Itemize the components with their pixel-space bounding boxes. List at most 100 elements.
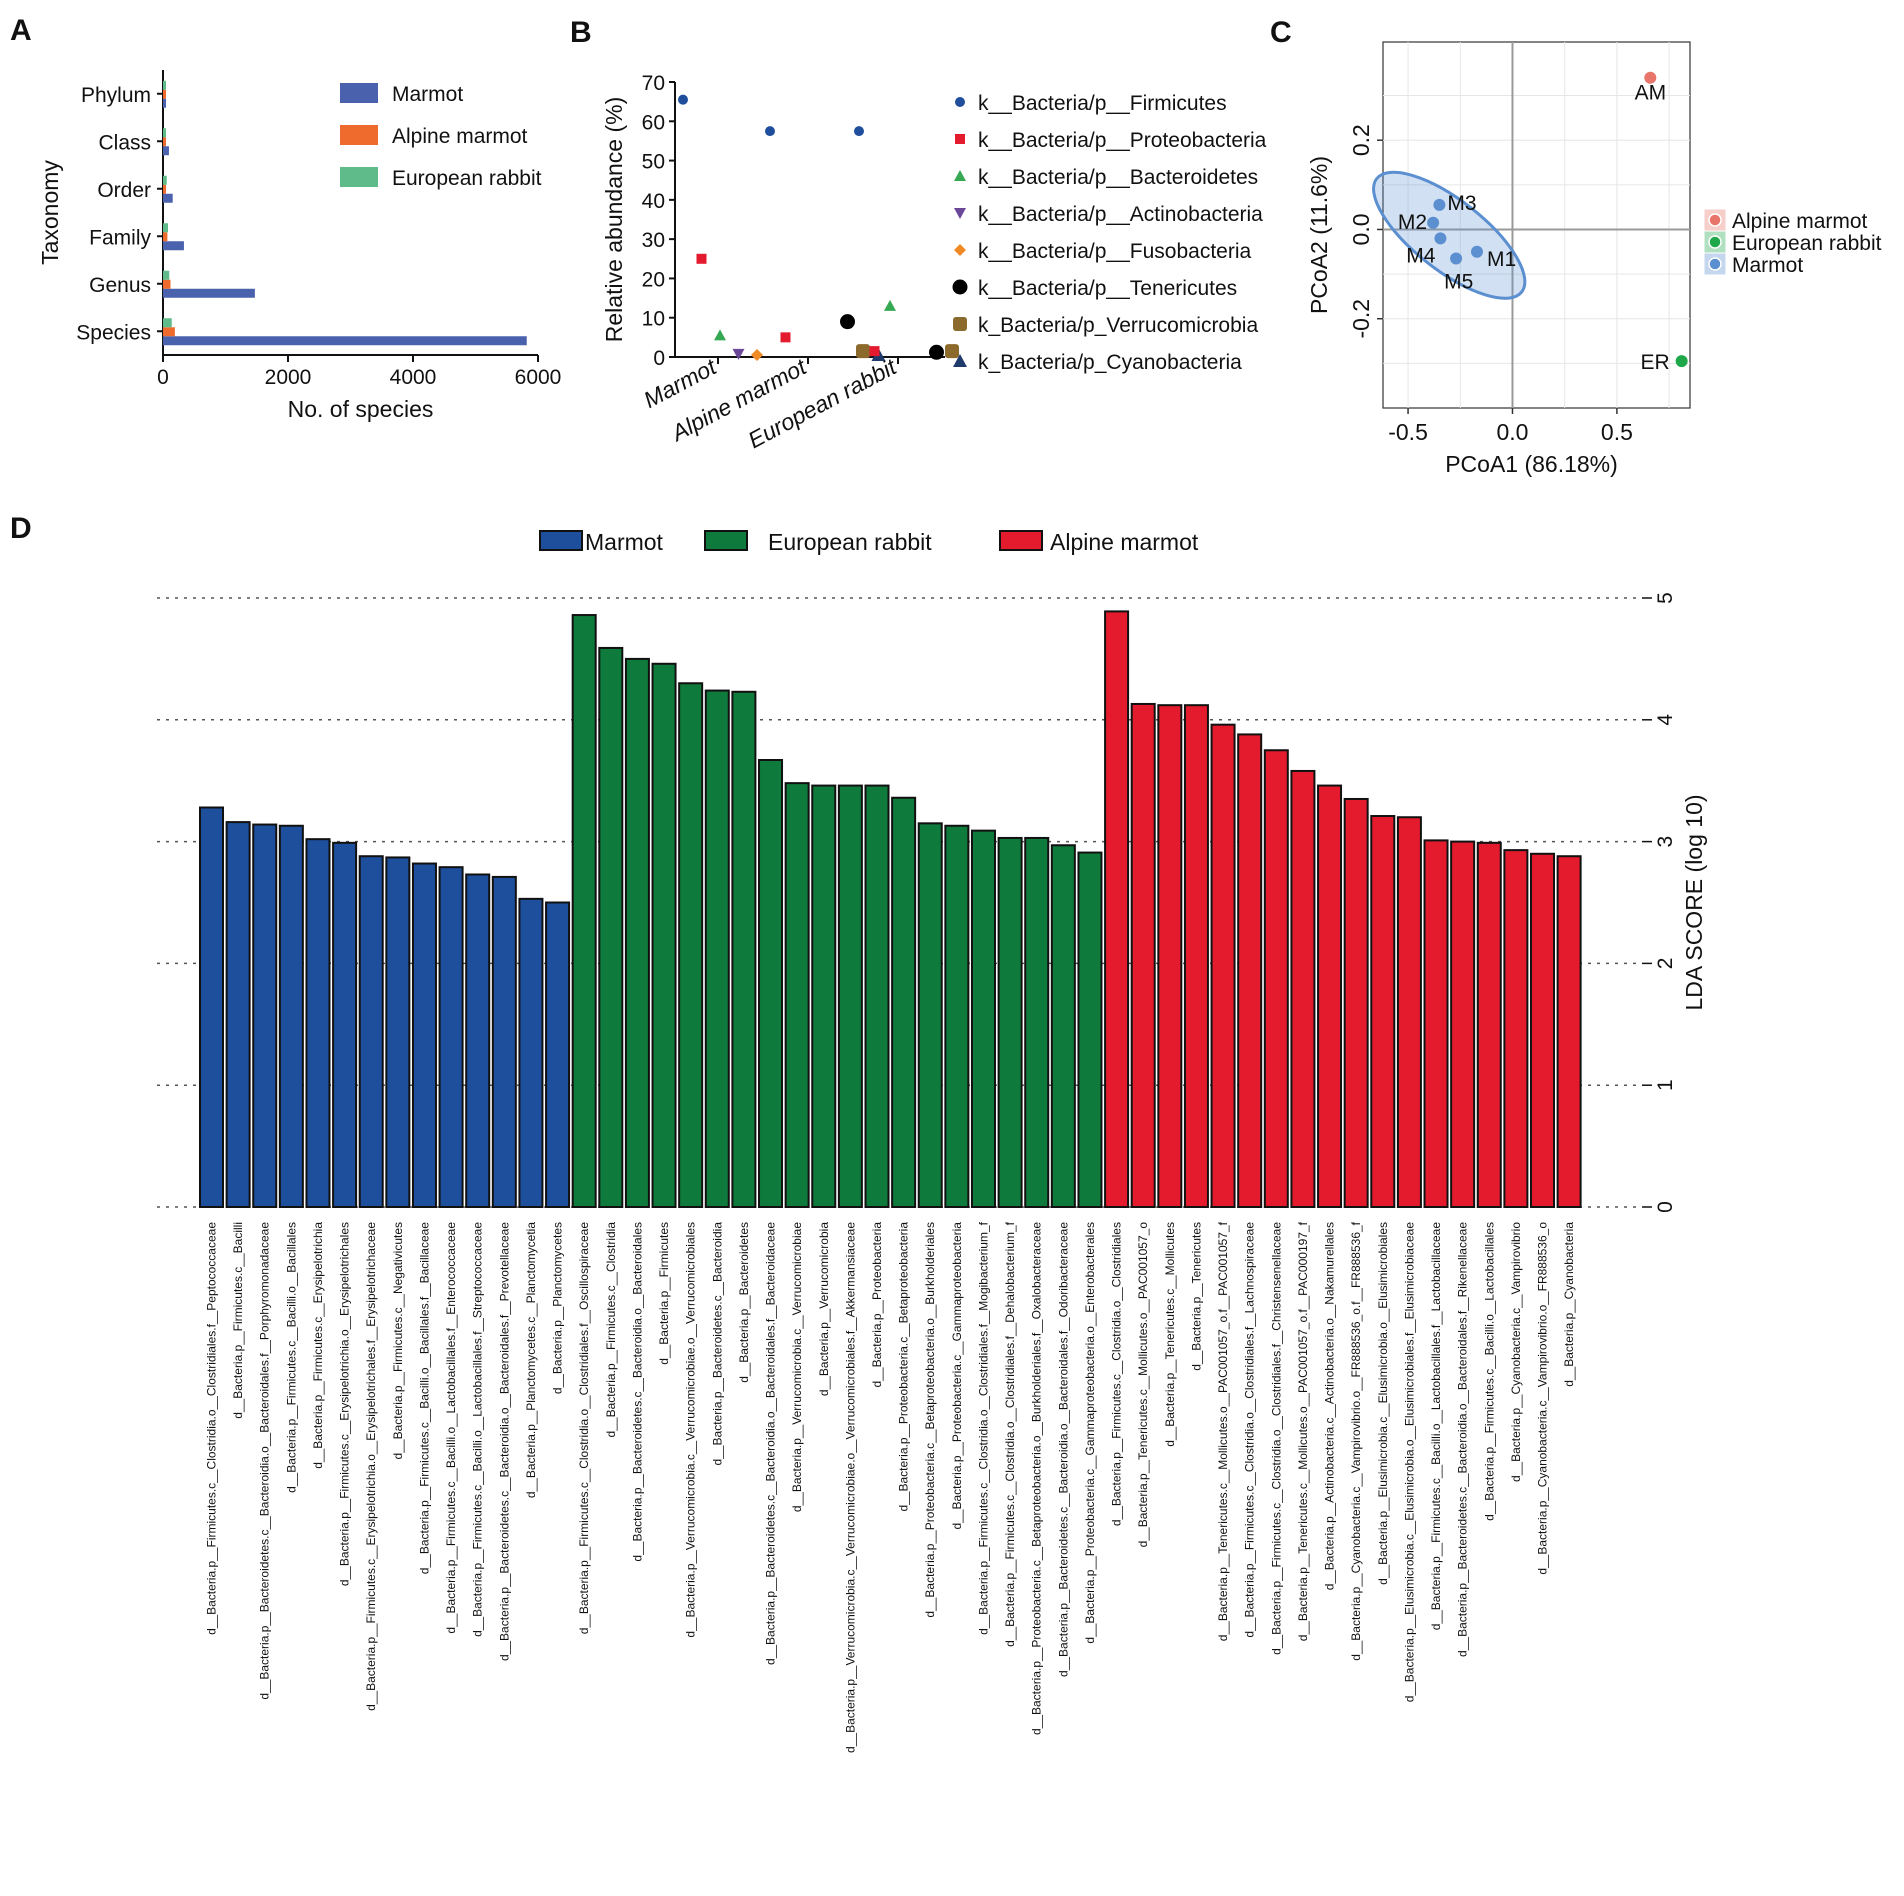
panel-c-x-axis-title: PCoA1 (86.18%) bbox=[1445, 451, 1618, 477]
panel-d-bar-label-20: d__Bacteria.p__Bacteroidetes.c__Bacteroi… bbox=[710, 1222, 724, 1466]
panel-d-bar-label-7: d__Bacteria.p__Firmicutes.c__Erysipelotr… bbox=[364, 1222, 378, 1711]
panel-d-bar-42 bbox=[1290, 769, 1316, 1208]
panel-label-a: A bbox=[10, 14, 32, 47]
panel-c-legend-label-marmot: Marmot bbox=[1732, 254, 1803, 277]
panel-d-bar-label-23: d__Bacteria.p__Verrucomicrobia.c__Verruc… bbox=[790, 1222, 804, 1512]
panel-c-point-label-m3: M3 bbox=[1447, 192, 1476, 215]
panel-d-bar-20 bbox=[704, 689, 730, 1208]
panel-b-legend-label-k-bacteria-p-verrucomicrobia: k_Bacteria/p_Verrucomicrobia bbox=[978, 314, 1258, 337]
panel-d-bar-28 bbox=[917, 822, 943, 1209]
panel-c-x-tick-label: -0.5 bbox=[1388, 419, 1428, 445]
panel-c-point-er bbox=[1675, 355, 1688, 368]
panel-d-bar-22 bbox=[758, 758, 784, 1209]
panel-d-bar-51 bbox=[1530, 852, 1555, 1209]
panel-a-bar-alpine-marmot-family bbox=[163, 232, 168, 242]
panel-d-bar-label-41: d__Bacteria.p__Firmicutes.c__Clostridia.… bbox=[1269, 1222, 1283, 1655]
panel-d-bar-label-48: d__Bacteria.p__Bacteroidetes.c__Bacteroi… bbox=[1456, 1222, 1470, 1657]
panel-a-bar-alpine-marmot-phylum bbox=[163, 89, 166, 99]
panel-d-bar-label-2: d__Bacteria.p__Firmicutes.c__Bacilli bbox=[231, 1222, 245, 1419]
panel-b-legend-marker-k-bacteria-p-actinobacteria bbox=[954, 208, 966, 219]
panel-c-legend-label-european-rabbit: European rabbit bbox=[1732, 232, 1882, 255]
panel-d-bar-label-39: d__Bacteria.p__Tenericutes.c__Mollicutes… bbox=[1216, 1221, 1230, 1641]
panel-d-bar-label-1: d__Bacteria.p__Firmicutes.c__Clostridia.… bbox=[205, 1222, 219, 1635]
panel-a-legend-label-marmot: Marmot bbox=[392, 83, 463, 106]
panel-d-bar-label-47: d__Bacteria.p__Firmicutes.c__Bacilli.o__… bbox=[1429, 1222, 1443, 1631]
panel-d-bar-label-50: d__Bacteria.p__Cyanobacteria.c__Vampirov… bbox=[1509, 1222, 1523, 1482]
panel-d-bar-label-43: d__Bacteria.p__Actinobacteria.c__Actinob… bbox=[1323, 1222, 1337, 1590]
panel-a-legend-label-alpine-marmot: Alpine marmot bbox=[392, 125, 528, 148]
panel-d-bar-label-25: d__Bacteria.p__Verrucomicrobia.c__Verruc… bbox=[843, 1222, 857, 1753]
panel-c-legend-dot-alpine-marmot bbox=[1708, 213, 1722, 227]
panel-a-legend-label-european-rabbit: European rabbit bbox=[392, 167, 542, 190]
panel-d-bar-41 bbox=[1263, 749, 1289, 1208]
panel-d-legend-swatch-alpine-marmot bbox=[999, 530, 1043, 551]
panel-a-bar-alpine-marmot-order bbox=[163, 184, 166, 194]
panel-d-bar-24 bbox=[811, 784, 837, 1209]
panel-d-bar-label-22: d__Bacteria.p__Bacteroidetes.c__Bacteroi… bbox=[764, 1222, 778, 1665]
panel-b-point-k-bacteria-p-bacteroidetes-european-rabbit bbox=[884, 299, 896, 311]
panel-d-bar-48 bbox=[1450, 840, 1476, 1208]
panel-d-bar-10 bbox=[438, 866, 464, 1208]
panel-d-bar-label-35: d__Bacteria.p__Firmicutes.c__Clostridia.… bbox=[1110, 1222, 1124, 1526]
panel-d-bar-26 bbox=[864, 784, 890, 1209]
panel-d-bar-44 bbox=[1343, 797, 1369, 1208]
panel-d-bar-label-36: d__Bacteria.p__Tenericutes.c__Mollicutes… bbox=[1136, 1222, 1150, 1548]
panel-b-legend-label-k-bacteria-p-actinobacteria: k__Bacteria/p__Actinobacteria bbox=[978, 203, 1263, 226]
panel-a-category-label-order: Order bbox=[97, 179, 151, 202]
panel-label-d: D bbox=[10, 512, 32, 545]
panel-d-bar-17 bbox=[624, 657, 650, 1208]
panel-d-bar-29 bbox=[944, 824, 970, 1208]
panel-c-x-tick-label: 0.0 bbox=[1496, 419, 1528, 445]
panel-d-bar-5 bbox=[305, 838, 331, 1208]
panel-d-bar-14 bbox=[545, 901, 571, 1208]
panel-a-bar-european-rabbit-family bbox=[163, 223, 168, 233]
panel-b-point-k-bacteria-p-proteobacteria-european-rabbit bbox=[869, 346, 880, 357]
panel-b-y-tick-label: 60 bbox=[642, 111, 665, 134]
panel-d-bar-label-26: d__Bacteria.p__Proteobacteria bbox=[870, 1222, 884, 1388]
panel-b-legend-marker-k-bacteria-p-tenericutes bbox=[952, 279, 968, 295]
panel-a-taxonomy-bar-chart: Phylum Class Order Family Genus Species 0 2000 4… bbox=[37, 70, 561, 422]
panel-a-category-label-family: Family bbox=[89, 226, 151, 249]
panel-b-group-label-european-rabbit: European rabbit bbox=[744, 353, 902, 454]
panel-c-point-m5 bbox=[1450, 252, 1463, 265]
panel-b-point-k-bacteria-p-firmicutes-marmot bbox=[678, 94, 688, 105]
panel-d-bar-1 bbox=[199, 806, 224, 1208]
panel-b-legend-label-k-bacteria-p-tenericutes: k__Bacteria/p__Tenericutes bbox=[978, 277, 1237, 300]
panel-d-bar-34 bbox=[1077, 851, 1103, 1208]
panel-c-legend-dot-marmot bbox=[1708, 257, 1722, 271]
panel-b-legend-label-k-bacteria-p-bacteroidetes: k__Bacteria/p__Bacteroidetes bbox=[978, 166, 1258, 189]
panel-d-bar-label-19: d__Bacteria.p__Verrucomicrobia.c__Verruc… bbox=[684, 1222, 698, 1638]
panel-d-bar-45 bbox=[1370, 815, 1396, 1208]
panel-a-bar-european-rabbit-class bbox=[163, 128, 166, 138]
panel-b-point-k-bacteria-p-proteobacteria-alpine-marmot bbox=[780, 332, 791, 343]
panel-d-bar-label-6: d__Bacteria.p__Firmicutes.c__Erysipelotr… bbox=[338, 1222, 352, 1586]
panel-d-y-tick-label: 5 bbox=[1654, 592, 1677, 604]
panel-b-legend-label-k-bacteria-p-firmicutes: k__Bacteria/p__Firmicutes bbox=[978, 92, 1227, 115]
panel-d-bar-6 bbox=[332, 841, 358, 1208]
panel-d-bar-38 bbox=[1183, 704, 1209, 1209]
panel-d-bar-label-15: d__Bacteria.p__Firmicutes.c__Clostridia.… bbox=[577, 1222, 591, 1635]
panel-a-bar-european-rabbit-order bbox=[163, 175, 167, 185]
panel-b-y-tick-label: 70 bbox=[642, 72, 665, 95]
panel-b-y-tick-label: 50 bbox=[642, 151, 665, 174]
panel-b-legend-marker-k-bacteria-p-bacteroidetes bbox=[954, 170, 966, 181]
panel-b-y-tick-label: 20 bbox=[642, 268, 665, 291]
panel-a-bar-european-rabbit-species bbox=[163, 318, 172, 328]
panel-c-marmot-confidence-ellipse bbox=[1372, 170, 1527, 300]
panel-d-bar-label-4: d__Bacteria.p__Firmicutes.c__Bacilli.o__… bbox=[284, 1222, 298, 1493]
panel-c-legend-label-alpine-marmot: Alpine marmot bbox=[1732, 210, 1868, 233]
panel-d-bar-8 bbox=[385, 856, 411, 1209]
panel-b-y-tick-label: 40 bbox=[642, 190, 665, 213]
panel-d-bar-35 bbox=[1104, 610, 1130, 1208]
panel-b-point-k-bacteria-p-firmicutes-alpine-marmot bbox=[765, 126, 775, 137]
panel-c-y-tick-label: 0.0 bbox=[1348, 213, 1374, 245]
panel-b-point-k-bacteria-p-bacteroidetes-marmot bbox=[714, 329, 726, 341]
panel-d-y-tick-label: 1 bbox=[1654, 1079, 1677, 1091]
panel-d-bar-11 bbox=[465, 873, 491, 1209]
panel-a-bar-marmot-species bbox=[163, 336, 527, 346]
panel-b-legend-marker-k-bacteria-p-fusobacteria bbox=[954, 244, 966, 256]
panel-a-x-tick-label: 2000 bbox=[265, 366, 312, 389]
panel-a-category-label-genus: Genus bbox=[89, 274, 151, 297]
